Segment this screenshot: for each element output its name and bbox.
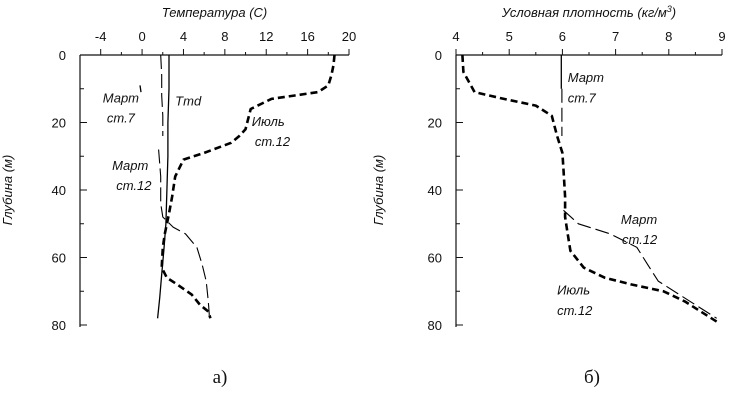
y-tick-label: 20 bbox=[52, 116, 66, 131]
series-line-1 bbox=[160, 54, 164, 136]
y-tick-label: 80 bbox=[52, 318, 66, 333]
series-line-4 bbox=[160, 54, 336, 319]
x-tick-label: -4 bbox=[95, 29, 107, 44]
y-tick-label: 40 bbox=[428, 183, 442, 198]
x-tick-label: 5 bbox=[506, 29, 513, 44]
x-tick-label: 16 bbox=[300, 29, 314, 44]
series-line-3 bbox=[156, 55, 170, 319]
x-axis-title-end: ) bbox=[670, 5, 676, 20]
annotation-label: Март bbox=[568, 70, 604, 85]
x-tick-label: 12 bbox=[259, 29, 273, 44]
annotation-label: Июль bbox=[557, 283, 590, 298]
annotation-label: Март bbox=[621, 212, 657, 227]
annotation-label: ст.7 bbox=[107, 111, 136, 126]
series-line-3 bbox=[461, 54, 718, 323]
x-axis-title-text: Условная плотность (кг/м bbox=[501, 5, 667, 20]
x-tick-label: 4 bbox=[452, 29, 459, 44]
x-tick-label: 6 bbox=[559, 29, 566, 44]
annotation-label: Tmd bbox=[175, 94, 202, 109]
annotation-label: ст.12 bbox=[116, 178, 152, 193]
series-line-0 bbox=[139, 85, 142, 93]
y-axis-title: Глубина (м) bbox=[0, 155, 15, 226]
annotation-label: Июль bbox=[252, 114, 285, 129]
x-tick-label: 9 bbox=[718, 29, 725, 44]
series-line-2 bbox=[158, 149, 210, 315]
x-tick-label: 20 bbox=[342, 29, 356, 44]
annotation-label: ст.7 bbox=[568, 90, 597, 105]
panel-label: б) bbox=[584, 367, 600, 388]
x-tick-label: 8 bbox=[665, 29, 672, 44]
y-axis-title: Глубина (м) bbox=[371, 155, 386, 226]
y-tick-label: 0 bbox=[59, 48, 66, 63]
annotation-label: ст.12 bbox=[622, 232, 658, 247]
x-axis-title-text: Температура (С) bbox=[162, 5, 268, 20]
x-axis-title-superscript: 3 bbox=[667, 4, 672, 14]
y-tick-label: 40 bbox=[52, 183, 66, 198]
y-tick-label: 20 bbox=[428, 116, 442, 131]
panel-label: а) bbox=[213, 367, 228, 388]
y-tick-label: 60 bbox=[428, 251, 442, 266]
x-axis-title: Температура (С) bbox=[162, 5, 268, 20]
x-tick-label: 7 bbox=[612, 29, 619, 44]
y-tick-label: 80 bbox=[428, 318, 442, 333]
y-tick-label: 0 bbox=[435, 48, 442, 63]
x-tick-label: 0 bbox=[138, 29, 145, 44]
series-line-2 bbox=[563, 209, 717, 319]
annotation-label: Март bbox=[112, 158, 148, 173]
annotation-label: ст.12 bbox=[255, 134, 291, 149]
annotation-label: ст.12 bbox=[557, 303, 593, 318]
x-tick-label: 4 bbox=[180, 29, 187, 44]
x-tick-label: 8 bbox=[221, 29, 228, 44]
x-axis-title: Условная плотность (кг/м3) bbox=[501, 4, 676, 20]
annotation-label: Март bbox=[103, 90, 139, 105]
y-tick-label: 60 bbox=[52, 251, 66, 266]
